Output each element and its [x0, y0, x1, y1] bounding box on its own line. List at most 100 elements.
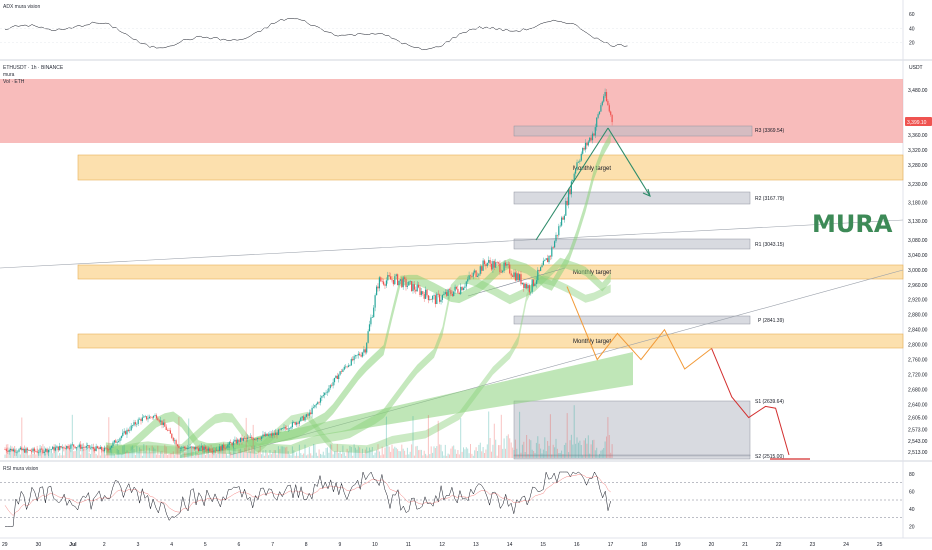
volume-bar [185, 452, 187, 458]
candle [241, 437, 243, 441]
volume-bar [289, 454, 291, 458]
time-tick: 25 [877, 542, 883, 548]
volume-bar [66, 446, 68, 458]
candle [468, 275, 470, 280]
volume-bar [59, 453, 61, 458]
time-tick: 9 [339, 542, 342, 548]
candle [71, 444, 73, 446]
candle [499, 263, 501, 273]
volume-bar [430, 446, 432, 458]
volume-bar [503, 438, 505, 458]
volume-bar [137, 451, 139, 458]
time-tick: 11 [406, 542, 411, 548]
projection-red [711, 348, 790, 456]
candle [416, 284, 418, 292]
volume-bar [140, 449, 142, 458]
candle [304, 416, 306, 421]
candle [85, 446, 87, 448]
volume-bar [603, 448, 605, 458]
candle [584, 142, 587, 150]
candle [102, 450, 104, 452]
candle [474, 270, 476, 273]
candle [305, 414, 307, 417]
candle [188, 448, 190, 449]
volume-bar [514, 439, 516, 458]
candle [12, 449, 14, 452]
candle [430, 299, 432, 300]
candle [153, 416, 155, 418]
candle [207, 448, 209, 451]
volume-bar [317, 455, 319, 458]
candle [390, 276, 392, 280]
candle [200, 446, 202, 448]
candle [335, 375, 337, 378]
volume-bar [181, 454, 183, 458]
volume-bar [395, 447, 397, 458]
volume-bar [162, 454, 164, 458]
candle [353, 356, 355, 361]
volume-bar [21, 417, 23, 458]
candle [368, 324, 371, 332]
volume-bar [98, 446, 100, 458]
candle [364, 349, 366, 353]
price-axis: 3,480.003,400.003,360.003,320.003,280.00… [908, 88, 928, 456]
candle [590, 137, 592, 141]
candle [19, 447, 21, 450]
candle [286, 428, 288, 430]
volume-bar [521, 444, 523, 458]
volume-bar [199, 453, 201, 458]
candle [583, 147, 585, 150]
candle [523, 282, 525, 288]
volume-bar [118, 450, 120, 458]
candle [265, 433, 267, 437]
candle [228, 442, 230, 445]
candle [81, 447, 83, 449]
candle [520, 274, 522, 285]
candle [136, 424, 138, 425]
volume-bar [517, 454, 519, 458]
candle [322, 395, 324, 396]
candle [600, 105, 602, 112]
volume-bar [238, 449, 240, 458]
volume-bar [192, 446, 194, 458]
candle [572, 179, 574, 182]
candle [345, 366, 347, 368]
candle [533, 279, 535, 286]
candle [481, 266, 483, 271]
rsi-pane [0, 471, 903, 527]
volume-bar [141, 455, 143, 458]
candle [441, 295, 443, 300]
volume-bar [256, 454, 258, 458]
candle [429, 299, 431, 301]
candle [202, 446, 204, 451]
candle [119, 438, 121, 442]
candle [134, 422, 136, 425]
price-tick: 3,320.00 [908, 148, 928, 154]
candle [168, 430, 170, 431]
volume-bar [524, 452, 526, 458]
candle [270, 433, 272, 436]
candle [234, 439, 236, 442]
candle [61, 447, 64, 448]
volume-bar [359, 447, 361, 458]
time-tick: 22 [776, 542, 782, 548]
volume-bar [406, 447, 408, 458]
candle [427, 295, 429, 301]
volume-bar [420, 449, 422, 458]
volume-bar [78, 445, 80, 458]
volume-bar [133, 448, 135, 458]
volume-bar [594, 450, 596, 458]
volume-bar [568, 452, 570, 458]
candle [49, 449, 51, 451]
volume-bar [533, 451, 535, 458]
candle [376, 286, 378, 296]
candle [409, 281, 411, 282]
volume-bar [331, 444, 333, 458]
pivot-label: R1 (3043.15) [755, 242, 785, 248]
price-tick: 2,640.00 [908, 403, 928, 409]
candle [391, 279, 393, 281]
volume-bar [63, 455, 65, 458]
candle [568, 189, 570, 205]
volume-bar [441, 451, 443, 458]
